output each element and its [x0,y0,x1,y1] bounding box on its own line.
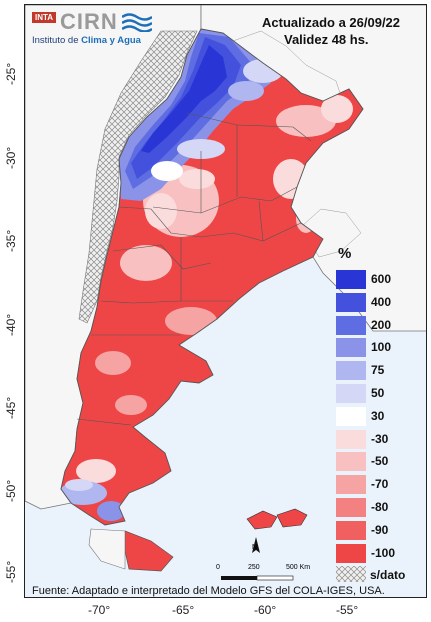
legend-swatch [336,384,366,403]
legend-label: 100 [371,340,392,355]
legend-swatch [336,361,366,381]
legend-label: -90 [371,522,389,537]
water-wave-icon [122,13,152,32]
latitude-label: -40° [4,313,18,336]
inta-cirn-logo: INTA CIRN Instituto de Clima y Agua [30,9,158,48]
legend-swatch [336,543,366,563]
legend-label: -30 [371,431,389,446]
legend-title: % [338,245,352,262]
longitude-label: -70° [88,603,111,617]
legend-swatch [336,292,366,312]
logo-subtitle: Instituto de Clima y Agua [32,35,141,46]
latitude-label: -50° [4,479,18,502]
logo-badge: INTA [32,12,57,23]
chile-south-land [88,528,126,570]
updated-date: Actualizado a 26/09/22 [262,15,401,30]
legend-label: -50 [371,454,389,469]
legend-label: 50 [371,386,385,400]
no-data-label: s/dato [370,568,406,582]
scale-tick-500: 500 Km [286,564,311,571]
longitude-label: -65° [172,603,195,617]
latitude-label: -35° [4,229,18,252]
legend-swatch [336,452,366,472]
legend-label: -80 [371,500,389,514]
legend-label: -70 [371,477,389,492]
precipitation-anomaly-map: N [25,5,426,581]
source-credit: Fuente: Adaptado e interpretado del Mode… [32,585,385,597]
validity-text: Validez 48 hs. [284,32,369,47]
legend-swatch [336,475,366,495]
map-frame: N [24,4,427,598]
legend-swatch [336,406,366,426]
latitude-label: -55° [4,560,18,583]
scale-bar [221,575,294,581]
legend-label: 75 [371,363,385,378]
logo-name: CIRN [60,9,118,34]
longitude-label: -55° [336,603,359,617]
legend-label: 30 [371,408,385,423]
tierra-del-fuego [124,530,174,572]
no-data-swatch [336,566,366,582]
scale-tick-250: 250 [248,564,260,571]
svg-text:N: N [252,544,257,551]
malvinas-islands [246,508,308,530]
longitude-label: -60° [254,603,277,617]
no-data-area [78,30,198,324]
legend-swatch [336,315,366,335]
legend-label: -100 [371,545,396,560]
latitude-label: -25° [4,62,18,85]
legend-label: 200 [371,317,392,332]
legend-swatch [336,338,366,358]
legend-swatch [336,520,366,540]
legend-swatch [336,498,366,517]
legend-label: 600 [371,272,392,286]
scale-tick-0: 0 [216,564,220,571]
north-arrow: N [252,537,260,553]
legend-label: 400 [371,294,392,309]
latitude-label: -30° [4,146,18,169]
province-borders [76,112,312,426]
legend-swatch [336,270,366,289]
latitude-label: -45° [4,396,18,419]
legend-swatch [336,429,366,449]
